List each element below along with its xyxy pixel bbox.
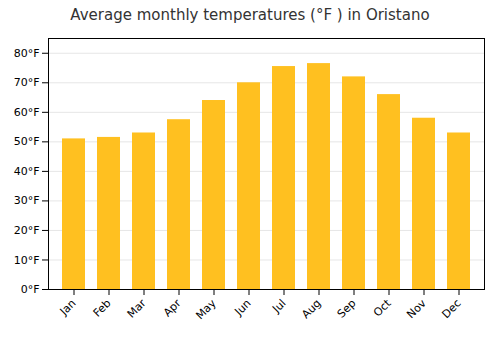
- svg-text:80°F: 80°F: [14, 47, 40, 60]
- svg-text:50°F: 50°F: [14, 135, 40, 148]
- svg-text:30°F: 30°F: [14, 194, 40, 207]
- svg-text:Mar: Mar: [125, 296, 149, 320]
- svg-text:10°F: 10°F: [14, 253, 40, 266]
- html-text:Average monthly temperatures (: Average monthly temperatures (°F ) in Or…: [70, 6, 430, 24]
- svg-text:Oct: Oct: [371, 296, 394, 319]
- svg-text:40°F: 40°F: [14, 165, 40, 178]
- svg-text:70°F: 70°F: [14, 76, 40, 89]
- svg-text:May: May: [193, 296, 219, 322]
- svg-text:Dec: Dec: [439, 297, 463, 321]
- svg-text:Aug: Aug: [299, 297, 323, 321]
- svg-text:20°F: 20°F: [14, 224, 40, 237]
- svg-text:0°F: 0°F: [21, 283, 40, 296]
- svg-text:60°F: 60°F: [14, 106, 40, 119]
- svg-text:Jun: Jun: [232, 297, 254, 319]
- svg-text:Feb: Feb: [91, 297, 114, 320]
- svg-text:Nov: Nov: [404, 296, 429, 321]
- svg-text:Jan: Jan: [57, 297, 79, 319]
- svg-text:Sep: Sep: [335, 297, 359, 321]
- svg-text:Apr: Apr: [161, 296, 184, 319]
- svg-text:Jul: Jul: [269, 297, 288, 316]
